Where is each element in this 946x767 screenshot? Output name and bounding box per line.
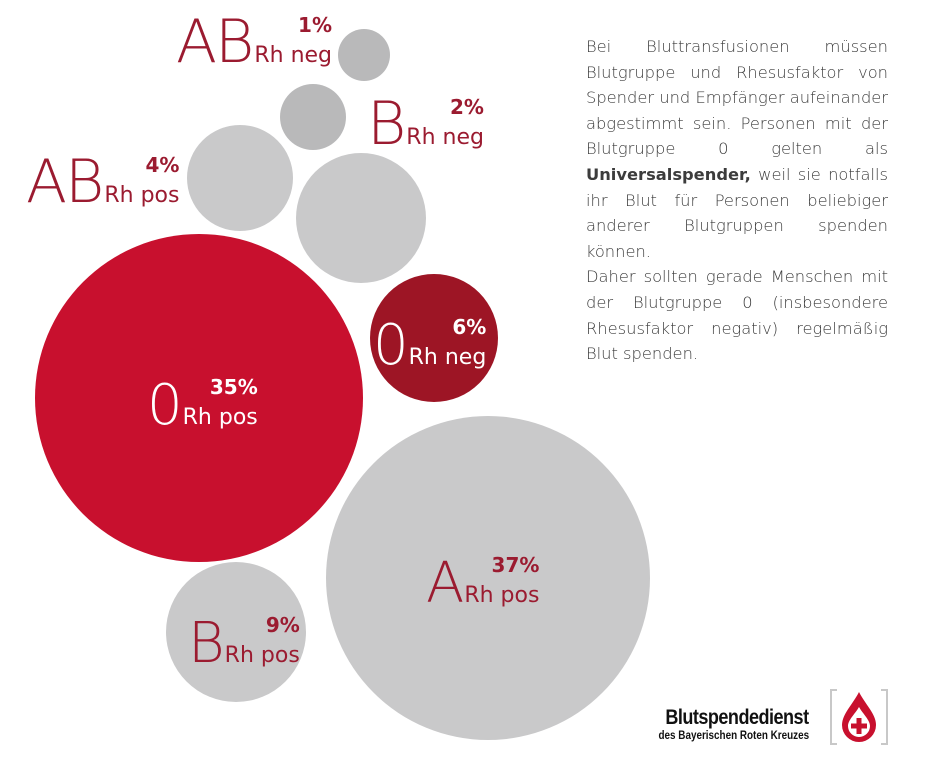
info-p1-part2: weil sie notfalls ihr Blut für Personen … bbox=[586, 164, 888, 261]
bubble-circle-b-rh-pos bbox=[166, 562, 306, 702]
bubble-group-label: 0 bbox=[147, 373, 181, 438]
bubble-percent-label: 9% bbox=[266, 613, 300, 637]
info-p1-bold: Universalspender, bbox=[586, 164, 751, 184]
bubble-0-rh-neg: 0 Rh neg 6% bbox=[370, 274, 498, 402]
bubble-group-label: AB bbox=[26, 147, 102, 217]
bubble-b-rh-neg: B Rh neg 2% bbox=[280, 84, 484, 159]
bubble-rh-label: Rh pos bbox=[183, 405, 258, 430]
bubble-rh-label: Rh neg bbox=[406, 125, 484, 150]
bubble-rh-label: Rh pos bbox=[225, 643, 300, 668]
logo-cross-horizontal bbox=[851, 723, 867, 729]
bubble-group-label: B bbox=[367, 89, 404, 159]
bubble-rh-label: Rh neg bbox=[409, 345, 487, 370]
bubble-circle-ab-rh-pos bbox=[187, 125, 293, 231]
bubble-0-rh-pos: 0 Rh pos 35% bbox=[35, 234, 363, 562]
bubble-percent-label: 37% bbox=[492, 553, 540, 577]
bubble-percent-label: 4% bbox=[145, 153, 179, 177]
blood-drop-cross-icon bbox=[830, 689, 888, 745]
bubble-group-label: A bbox=[426, 551, 463, 616]
bubble-b-rh-pos: B Rh pos 9% bbox=[166, 562, 306, 702]
bubble-circle-0-rh-pos bbox=[35, 234, 363, 562]
bubble-rh-label: Rh neg bbox=[254, 43, 332, 68]
logo-bracket-right bbox=[881, 689, 888, 745]
bubble-rh-label: Rh pos bbox=[464, 583, 539, 608]
info-p1-part1: Bei Bluttransfusionen müssen Blutgruppe … bbox=[586, 37, 888, 159]
bubble-group-label: AB bbox=[176, 7, 252, 77]
bubble-rh-label: Rh pos bbox=[104, 183, 179, 208]
info-paragraph-1: Bei Bluttransfusionen müssen Blutgruppe … bbox=[586, 34, 888, 264]
bubble-percent-label: 35% bbox=[210, 375, 258, 399]
logo-title: Blutspendedienst bbox=[665, 706, 810, 729]
logo-subtitle: des Bayerischen Roten Kreuzes bbox=[658, 730, 809, 742]
bubble-circle-a-rh-pos bbox=[326, 416, 650, 740]
bubble-circle-b-rh-neg bbox=[280, 84, 346, 150]
bubble-ab-rh-pos: AB Rh pos 4% bbox=[26, 125, 293, 231]
bubble-group-label: 0 bbox=[373, 313, 407, 378]
bubble-percent-label: 1% bbox=[298, 13, 332, 37]
info-text: Bei Bluttransfusionen müssen Blutgruppe … bbox=[586, 34, 888, 367]
bubble-percent-label: 6% bbox=[452, 315, 486, 339]
bubble-circle-0-rh-neg bbox=[370, 274, 498, 402]
bubble-a-rh-pos: A Rh pos 37% bbox=[326, 416, 650, 740]
logo-bracket-left bbox=[830, 689, 837, 745]
info-paragraph-2: Daher sollten gerade Menschen mit der Bl… bbox=[586, 267, 888, 364]
brk-logo: Blutspendedienst des Bayerischen Roten K… bbox=[636, 686, 891, 748]
bubble-percent-label: 2% bbox=[450, 95, 484, 119]
bubble-group-label: B bbox=[188, 611, 223, 676]
bubble-decorative bbox=[296, 153, 426, 283]
bubble-ab-rh-neg: AB Rh neg 1% bbox=[176, 7, 390, 81]
bubble-circle-ab-rh-neg bbox=[338, 29, 390, 81]
